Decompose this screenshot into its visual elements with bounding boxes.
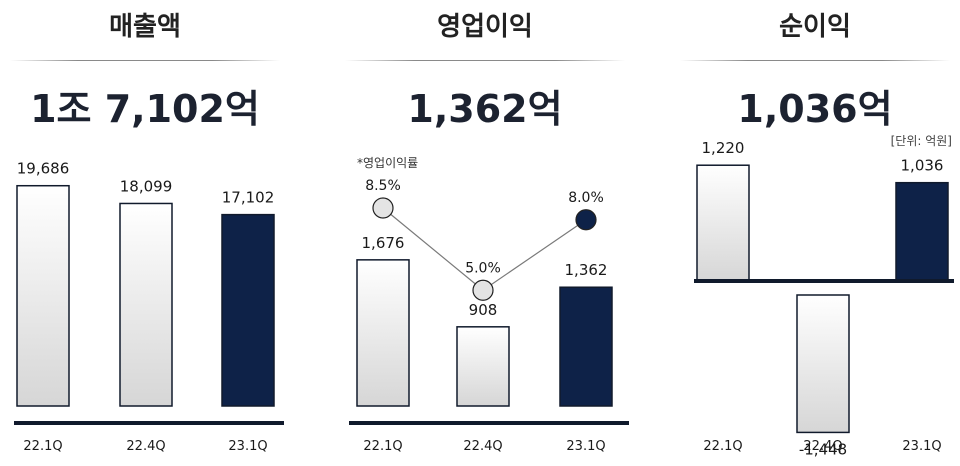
category-label-22.4Q: 22.4Q: [126, 439, 165, 454]
net-income-chart: 1,220 -1,448 1,036 22.1Q 22.4Q 23.1Q: [694, 139, 954, 458]
value-label-22.4Q: 908: [469, 301, 498, 319]
revenue-panel: 매출액 1조 7,102억 19,686 18,099 17,102 22.1Q 22.…: [0, 0, 290, 466]
bar-22.4Q: [119, 202, 173, 407]
revenue-title: 매출액: [109, 12, 181, 42]
value-label-22.4Q: -1,448: [799, 440, 847, 458]
net-income-title: 순이익: [779, 12, 851, 42]
operating-profit-chart: 1,676 908 1,362 22.1Q 22.4Q 23.1Q 8.5% 5.0% 8.0%: [349, 178, 629, 454]
margin-marker-23.1Q: [575, 209, 597, 231]
bar-23.1Q: [221, 213, 275, 407]
bar-22.4Q: [796, 294, 850, 434]
margin-line: [382, 207, 587, 291]
unit-note: [단위: 억원]: [890, 134, 952, 148]
bar-23.1Q: [559, 286, 613, 407]
value-label-23.1Q: 1,362: [565, 261, 608, 279]
net-income-title-divider: [680, 60, 950, 61]
category-label-22.4Q: 22.4Q: [803, 439, 842, 454]
value-label-22.4Q: 18,099: [120, 177, 173, 195]
bar-22.1Q: [356, 259, 410, 407]
bar-22.1Q: [696, 164, 750, 282]
net-income-headline: 1,036억: [737, 87, 893, 131]
net-income-panel: 순이익 1,036억 [단위: 억원] 1,220 -1,448 1,036 22.1…: [670, 0, 960, 466]
category-label-22.1Q: 22.1Q: [363, 439, 402, 454]
margin-marker-22.1Q: [372, 197, 394, 219]
margin-marker-22.4Q: [472, 279, 494, 301]
value-label-23.1Q: 17,102: [222, 189, 275, 207]
margin-label-22.4Q: 5.0%: [465, 260, 501, 276]
category-label-23.1Q: 23.1Q: [228, 439, 267, 454]
value-label-22.1Q: 1,220: [702, 139, 745, 157]
margin-label-22.1Q: 8.5%: [365, 178, 401, 194]
category-label-22.4Q: 22.4Q: [463, 439, 502, 454]
margin-label-23.1Q: 8.0%: [568, 190, 604, 206]
value-label-22.1Q: 19,686: [17, 160, 70, 178]
value-label-22.1Q: 1,676: [362, 234, 405, 252]
category-label-22.1Q: 22.1Q: [703, 439, 742, 454]
bar-22.1Q: [16, 184, 70, 407]
operating-margin-note: *영업이익률: [357, 156, 419, 170]
category-label-22.1Q: 22.1Q: [23, 439, 62, 454]
operating-profit-title-divider: [345, 60, 625, 61]
operating-profit-title: 영업이익: [437, 12, 533, 42]
operating-profit-panel: 영업이익 1,362억 *영업이익률 1,676 908 1,362 22.1Q 22.…: [335, 0, 635, 466]
revenue-title-divider: [10, 60, 280, 61]
operating-profit-headline: 1,362억: [407, 87, 563, 131]
bar-22.4Q: [456, 326, 510, 407]
category-label-23.1Q: 23.1Q: [902, 439, 941, 454]
revenue-headline: 1조 7,102억: [30, 87, 260, 131]
category-label-23.1Q: 23.1Q: [566, 439, 605, 454]
bar-23.1Q: [895, 181, 949, 282]
revenue-chart: 19,686 18,099 17,102 22.1Q 22.4Q 23.1Q: [14, 160, 284, 454]
value-label-23.1Q: 1,036: [901, 157, 944, 175]
